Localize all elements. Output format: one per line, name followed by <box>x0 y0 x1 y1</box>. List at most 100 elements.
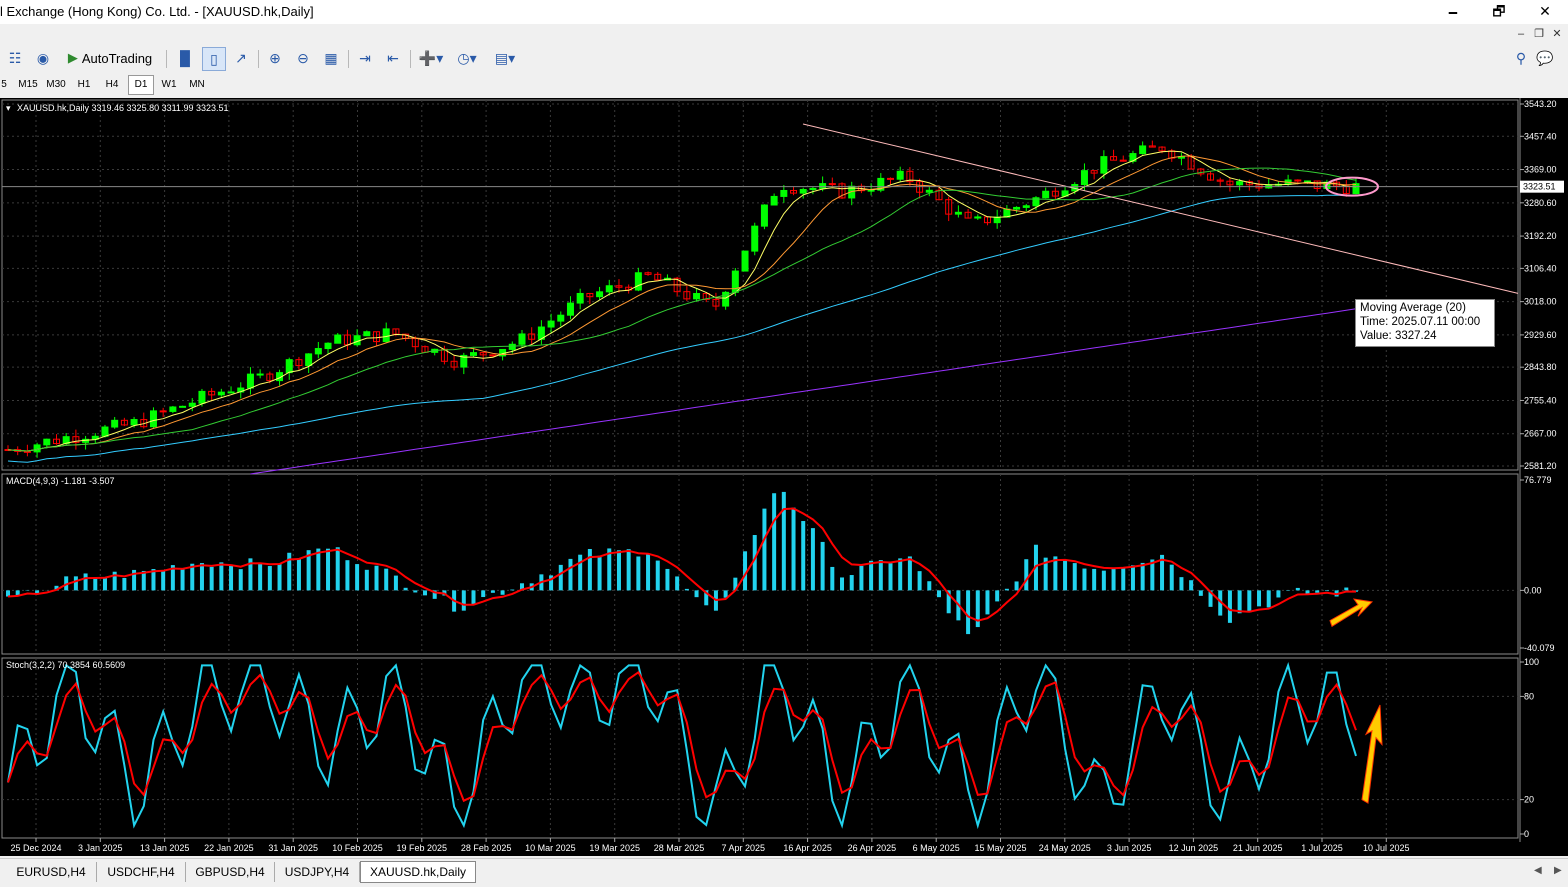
macd-bar <box>1121 567 1125 590</box>
toolbar: ☷ ◉ ▶ AutoTrading █ ▯ ↗ ⊕ ⊖ ▦ ⇥ ⇤ ➕▾ ◷▾ … <box>0 44 1568 72</box>
candlestick-icon[interactable]: ▯ <box>202 47 226 71</box>
date-axis-label: 26 Apr 2025 <box>848 843 897 853</box>
macd-bar <box>1276 590 1280 597</box>
price-axis-label: 2581.20 <box>1524 461 1557 471</box>
candle-body <box>306 354 312 366</box>
candle-body <box>286 360 292 373</box>
autoscroll-icon[interactable]: ⇤ <box>382 47 404 69</box>
candle-body <box>24 451 30 452</box>
timeframe-m5[interactable]: 5 <box>0 76 8 94</box>
line-chart-icon[interactable]: ↗ <box>230 47 252 69</box>
macd-bar <box>995 590 999 601</box>
macd-bar <box>16 590 20 595</box>
macd-bar <box>1063 560 1067 591</box>
stoch-axis-label: 0 <box>1524 829 1529 839</box>
macd-bar <box>404 588 408 591</box>
macd-bar <box>510 590 514 591</box>
connection-icon[interactable]: ◉ <box>32 47 54 69</box>
tooltip-title: Moving Average (20) <box>1360 301 1490 315</box>
macd-bar <box>578 555 582 591</box>
price-axis-label: 3018.00 <box>1524 297 1557 307</box>
macd-bar <box>665 569 669 590</box>
chart-shift-icon[interactable]: ⇥ <box>354 47 376 69</box>
ma-200-line <box>250 309 1356 474</box>
candle-body <box>470 353 476 356</box>
macd-bar <box>627 549 631 590</box>
stoch-axis-label: 80 <box>1524 691 1534 701</box>
profiles-icon[interactable]: ☷ <box>4 47 26 69</box>
indicators-icon[interactable]: ➕▾ <box>416 47 446 69</box>
macd-bar <box>142 571 146 590</box>
mdi-close-button[interactable]: ✕ <box>1548 26 1566 42</box>
tooltip-time: Time: 2025.07.11 00:00 <box>1360 315 1490 329</box>
timeframe-m15[interactable]: M15 <box>14 76 42 94</box>
candle-body <box>606 286 612 292</box>
date-axis-label: 24 May 2025 <box>1039 843 1091 853</box>
chart-canvas[interactable]: 3543.203457.403369.003280.603192.203106.… <box>0 98 1568 856</box>
zoom-out-icon[interactable]: ⊖ <box>292 47 314 69</box>
macd-bar <box>1170 565 1174 591</box>
macd-bar <box>1092 569 1096 590</box>
tab-xauusd[interactable]: XAUUSD.hk,Daily <box>360 861 476 883</box>
close-button[interactable]: ✕ <box>1522 0 1568 24</box>
tab-eurusd[interactable]: EURUSD,H4 <box>6 862 97 882</box>
tab-scroll-left-icon[interactable]: ◀ <box>1534 865 1542 876</box>
maximize-button[interactable]: 🗗 <box>1476 0 1522 24</box>
bar-chart-icon[interactable]: █ <box>174 47 196 69</box>
timeframe-h4[interactable]: H4 <box>100 76 124 94</box>
templates-icon[interactable]: ▤▾ <box>490 47 520 69</box>
candle-body <box>160 411 166 412</box>
price-axis-label: 3457.40 <box>1524 131 1557 141</box>
candle-body <box>955 212 961 214</box>
timeframe-m30[interactable]: M30 <box>42 76 70 94</box>
macd-bar <box>239 569 243 590</box>
candle-body <box>888 178 894 179</box>
macd-bar <box>355 564 359 590</box>
date-axis-label: 3 Jun 2025 <box>1107 843 1152 853</box>
timeframe-w1[interactable]: W1 <box>156 76 182 94</box>
macd-bar <box>501 590 505 594</box>
periods-icon[interactable]: ◷▾ <box>452 47 482 69</box>
minimize-button[interactable]: 🗕 <box>1430 0 1476 24</box>
macd-bar <box>559 565 563 591</box>
price-axis-label: 2929.60 <box>1524 330 1557 340</box>
macd-bar <box>1131 565 1135 590</box>
macd-bar <box>1315 590 1319 592</box>
date-axis-label: 13 Jan 2025 <box>140 843 190 853</box>
tab-usdjpy[interactable]: USDJPY,H4 <box>275 862 360 882</box>
candle-body <box>44 439 50 445</box>
search-icon[interactable]: ⚲ <box>1510 47 1532 69</box>
timeframe-h1[interactable]: H1 <box>72 76 96 94</box>
moving-average-tooltip: Moving Average (20) Time: 2025.07.11 00:… <box>1355 299 1495 347</box>
macd-bar <box>462 590 466 610</box>
candle-body <box>897 171 903 179</box>
price-axis-label: 2755.40 <box>1524 395 1557 405</box>
autotrading-label: AutoTrading <box>82 51 152 66</box>
candle-body <box>509 344 515 349</box>
macd-bar <box>258 563 262 590</box>
macd-bar <box>1102 571 1106 591</box>
macd-bar <box>84 573 88 590</box>
tab-usdchf[interactable]: USDCHF,H4 <box>97 862 186 882</box>
macd-bar <box>869 561 873 591</box>
candle-body <box>1043 191 1049 197</box>
macd-bar <box>937 590 941 597</box>
timeframe-mn[interactable]: MN <box>184 76 210 94</box>
candle-body <box>519 334 525 344</box>
mdi-minimize-button[interactable]: – <box>1512 26 1530 42</box>
price-axis-label: 2843.80 <box>1524 362 1557 372</box>
macd-bar <box>1199 590 1203 595</box>
timeframe-d1[interactable]: D1 <box>128 75 154 95</box>
autotrading-button[interactable]: ▶ AutoTrading <box>60 47 160 69</box>
tile-windows-icon[interactable]: ▦ <box>320 47 342 69</box>
mdi-restore-button[interactable]: ❐ <box>1530 26 1548 42</box>
macd-bar <box>1179 577 1183 590</box>
macd-bar <box>675 576 679 590</box>
zoom-in-icon[interactable]: ⊕ <box>264 47 286 69</box>
tab-scroll-right-icon[interactable]: ▶ <box>1554 865 1562 876</box>
notifications-icon[interactable]: 💬 <box>1534 47 1556 69</box>
tab-gbpusd[interactable]: GBPUSD,H4 <box>186 862 275 882</box>
macd-bar <box>471 590 475 604</box>
date-axis-label: 1 Jul 2025 <box>1301 843 1343 853</box>
